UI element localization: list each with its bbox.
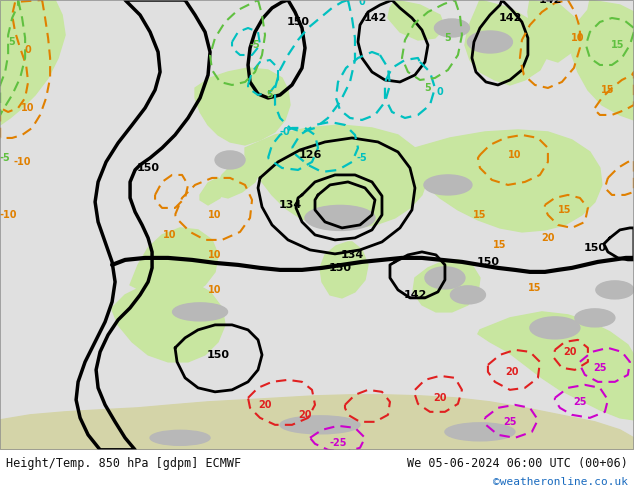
Text: 134: 134 <box>278 200 302 210</box>
Text: 10: 10 <box>508 150 522 160</box>
Ellipse shape <box>172 303 228 321</box>
Polygon shape <box>478 312 634 420</box>
Text: 142: 142 <box>363 13 387 23</box>
Text: 150: 150 <box>328 263 351 273</box>
Ellipse shape <box>150 430 210 445</box>
Text: 150: 150 <box>136 163 160 173</box>
Ellipse shape <box>280 416 360 434</box>
Ellipse shape <box>450 286 486 304</box>
Text: 150: 150 <box>287 17 309 27</box>
Text: 0: 0 <box>359 0 365 7</box>
Text: 20: 20 <box>541 233 555 243</box>
Text: 5: 5 <box>9 37 15 47</box>
Polygon shape <box>200 178 225 205</box>
Text: 25: 25 <box>573 397 586 407</box>
Polygon shape <box>0 0 65 125</box>
Text: 15: 15 <box>601 85 614 95</box>
Ellipse shape <box>467 31 512 53</box>
Polygon shape <box>465 0 548 85</box>
Text: 20: 20 <box>298 410 312 420</box>
Text: 5: 5 <box>425 83 431 93</box>
Text: 150: 150 <box>476 257 500 267</box>
Text: 15: 15 <box>611 40 624 50</box>
Text: 20: 20 <box>433 393 447 403</box>
Text: 5: 5 <box>444 33 451 43</box>
Text: ©weatheronline.co.uk: ©weatheronline.co.uk <box>493 477 628 487</box>
Text: 20: 20 <box>505 367 519 377</box>
Text: -5: -5 <box>356 153 367 163</box>
Text: -0: -0 <box>280 127 290 137</box>
Text: -10: -10 <box>0 210 17 220</box>
Ellipse shape <box>215 151 245 169</box>
Polygon shape <box>112 280 225 362</box>
Polygon shape <box>413 260 480 312</box>
Ellipse shape <box>425 267 465 289</box>
Ellipse shape <box>575 309 615 327</box>
Polygon shape <box>0 395 634 450</box>
Text: 25: 25 <box>503 417 517 427</box>
Text: 20: 20 <box>563 347 577 357</box>
Text: 0: 0 <box>437 87 443 97</box>
Polygon shape <box>195 68 290 145</box>
Text: 15: 15 <box>528 283 541 293</box>
Text: -5: -5 <box>250 40 261 50</box>
Text: We 05-06-2024 06:00 UTC (00+06): We 05-06-2024 06:00 UTC (00+06) <box>407 457 628 470</box>
Polygon shape <box>130 228 218 300</box>
Text: 10: 10 <box>571 33 585 43</box>
Polygon shape <box>388 0 445 40</box>
Text: Height/Temp. 850 hPa [gdpm] ECMWF: Height/Temp. 850 hPa [gdpm] ECMWF <box>6 457 241 470</box>
Text: 15: 15 <box>493 240 507 250</box>
Text: 134: 134 <box>340 250 364 260</box>
Text: 10: 10 <box>22 103 35 113</box>
Ellipse shape <box>596 281 634 299</box>
Text: 15: 15 <box>558 205 572 215</box>
Text: 150: 150 <box>207 350 230 360</box>
Text: 142: 142 <box>538 0 562 5</box>
Ellipse shape <box>530 317 580 339</box>
Ellipse shape <box>434 19 469 37</box>
Polygon shape <box>320 242 368 298</box>
Text: 5: 5 <box>267 90 273 100</box>
Polygon shape <box>415 130 602 232</box>
Text: 10: 10 <box>209 210 222 220</box>
Text: 20: 20 <box>258 400 272 410</box>
Text: 142: 142 <box>403 290 427 300</box>
Text: 0: 0 <box>25 45 32 55</box>
Text: 10: 10 <box>164 230 177 240</box>
Text: 126: 126 <box>299 150 321 160</box>
Ellipse shape <box>424 175 472 195</box>
Text: 142: 142 <box>498 13 522 23</box>
Polygon shape <box>572 0 634 120</box>
Polygon shape <box>528 0 580 62</box>
Text: 10: 10 <box>209 285 222 295</box>
Text: 25: 25 <box>593 363 607 373</box>
Text: 150: 150 <box>583 243 606 253</box>
Ellipse shape <box>305 205 375 230</box>
Polygon shape <box>215 158 260 198</box>
Text: -25: -25 <box>329 438 347 448</box>
Text: -5: -5 <box>0 153 11 163</box>
Text: 10: 10 <box>209 250 222 260</box>
Text: 15: 15 <box>473 210 487 220</box>
Ellipse shape <box>445 423 515 441</box>
Polygon shape <box>245 125 428 228</box>
Text: -10: -10 <box>13 157 31 167</box>
